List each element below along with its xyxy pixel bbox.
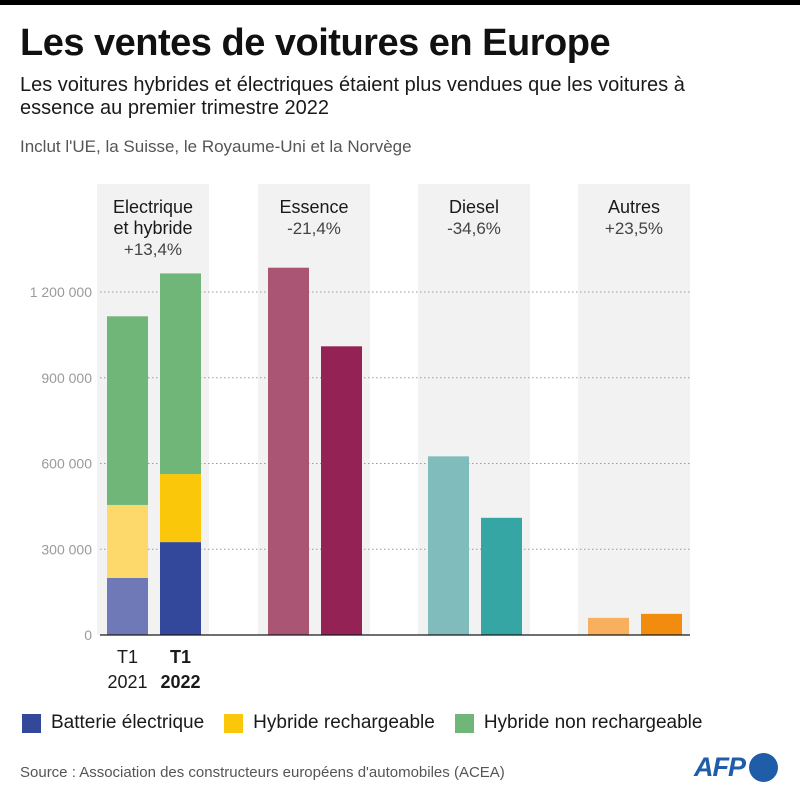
bar-segment-g0-b1-s1 <box>160 474 201 543</box>
bar-chart: 0 300 000 600 000 900 000 1 200 000 Electriqu… <box>30 184 690 692</box>
legend-item-hybride-non-rechargeable: Hybride non rechargeable <box>454 712 703 734</box>
bar-segment-g0-b0-s1 <box>107 504 148 578</box>
group-change-3: +23,5% <box>605 219 663 238</box>
bar-g3-b0 <box>588 617 629 635</box>
source-note: Source : Association des constructeurs e… <box>20 764 505 781</box>
legend-swatch-hybride-non-rechargeable <box>454 713 474 733</box>
afp-logo: AFP <box>694 752 778 783</box>
page-title: Les ventes de voitures en Europe <box>20 22 611 64</box>
bar-segment-g0-b1-s0 <box>160 542 201 635</box>
page-subtitle: Les voitures hybrides et électriques éta… <box>20 74 685 119</box>
group-label-0-line-0: Electrique <box>113 197 193 217</box>
group-change-1: -21,4% <box>287 219 341 238</box>
afp-logo-dot <box>749 753 778 782</box>
group-label-0-line-1: et hybride <box>113 218 192 238</box>
legend: Batterie électrique Hybride rechargeable… <box>22 712 722 734</box>
x-label-1-line-1: T1 <box>170 647 191 667</box>
group-change-0: +13,4% <box>124 240 182 259</box>
group-label-1-line-0: Essence <box>279 197 348 217</box>
legend-label-hybride-rechargeable: Hybride rechargeable <box>253 712 435 733</box>
legend-label-batterie: Batterie électrique <box>51 712 205 733</box>
afp-logo-text: AFP <box>694 752 746 782</box>
bar-g2-b1 <box>481 517 522 635</box>
group-background-3 <box>578 184 690 635</box>
y-tick-label-4: 1 200 000 <box>30 284 92 300</box>
bar-g3-b1 <box>641 613 682 635</box>
top-rule <box>0 0 800 5</box>
x-label-0-line-2: 2021 <box>107 672 147 692</box>
legend-item-hybride-rechargeable: Hybride rechargeable <box>224 712 435 734</box>
bar-segment-g0-b1-s2 <box>160 273 201 475</box>
legend-item-batterie: Batterie électrique <box>22 712 204 734</box>
group-label-2-line-0: Diesel <box>449 197 499 217</box>
bar-g1-b1 <box>321 346 362 635</box>
legend-label-hybride-non-rechargeable: Hybride non rechargeable <box>483 712 703 733</box>
bar-g1-b0 <box>268 267 309 635</box>
x-label-0-line-1: T1 <box>117 647 138 667</box>
bar-segment-g0-b0-s2 <box>107 316 148 505</box>
y-tick-label-1: 300 000 <box>41 541 92 557</box>
legend-swatch-hybride-rechargeable <box>224 713 244 733</box>
coverage-note: Inclut l'UE, la Suisse, le Royaume-Uni e… <box>20 137 412 156</box>
y-tick-label-3: 900 000 <box>41 370 92 386</box>
group-label-3-line-0: Autres <box>608 197 660 217</box>
y-tick-label-2: 600 000 <box>41 456 92 472</box>
group-change-2: -34,6% <box>447 219 501 238</box>
bar-g2-b0 <box>428 456 469 635</box>
bar-segment-g0-b0-s0 <box>107 577 148 635</box>
legend-swatch-batterie <box>22 713 41 733</box>
x-label-1-line-2: 2022 <box>160 672 200 692</box>
y-tick-label-0: 0 <box>84 627 92 643</box>
